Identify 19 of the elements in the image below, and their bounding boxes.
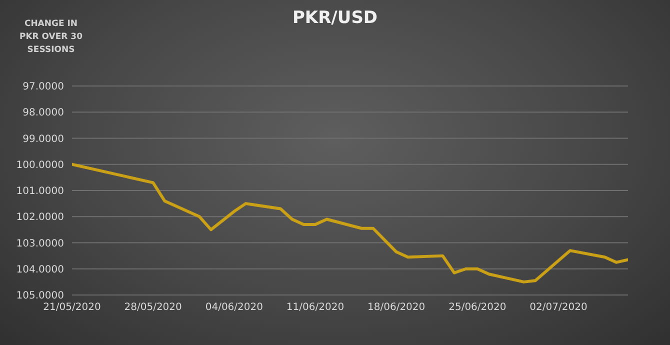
y-tick-label: 100.0000 xyxy=(16,160,64,171)
x-tick-label: 11/06/2020 xyxy=(286,302,344,314)
x-tick-label: 02/07/2020 xyxy=(530,302,588,314)
x-tick-label: 04/06/2020 xyxy=(205,302,263,314)
line-series xyxy=(72,162,628,284)
y-tick-label: 97.0000 xyxy=(22,82,64,93)
y-tick-label: 101.0000 xyxy=(16,186,64,198)
y-tick-label: 105.0000 xyxy=(16,290,64,302)
x-tick-label: 25/06/2020 xyxy=(448,302,506,314)
chart-title: PKR/USD xyxy=(292,8,378,28)
y-axis-title: CHANGE IN PKR OVER 30 SESSIONS xyxy=(18,18,84,57)
y-tick-label: 104.0000 xyxy=(16,264,64,276)
y-tick-label: 103.0000 xyxy=(16,238,64,250)
y-tick-label: 98.0000 xyxy=(22,108,64,119)
x-tick-label: 28/05/2020 xyxy=(124,302,182,314)
x-tick-label: 21/05/2020 xyxy=(43,302,101,314)
y-tick-label: 99.0000 xyxy=(22,134,64,145)
x-tick-label: 18/06/2020 xyxy=(368,302,426,314)
y-tick-label: 102.0000 xyxy=(16,212,64,224)
